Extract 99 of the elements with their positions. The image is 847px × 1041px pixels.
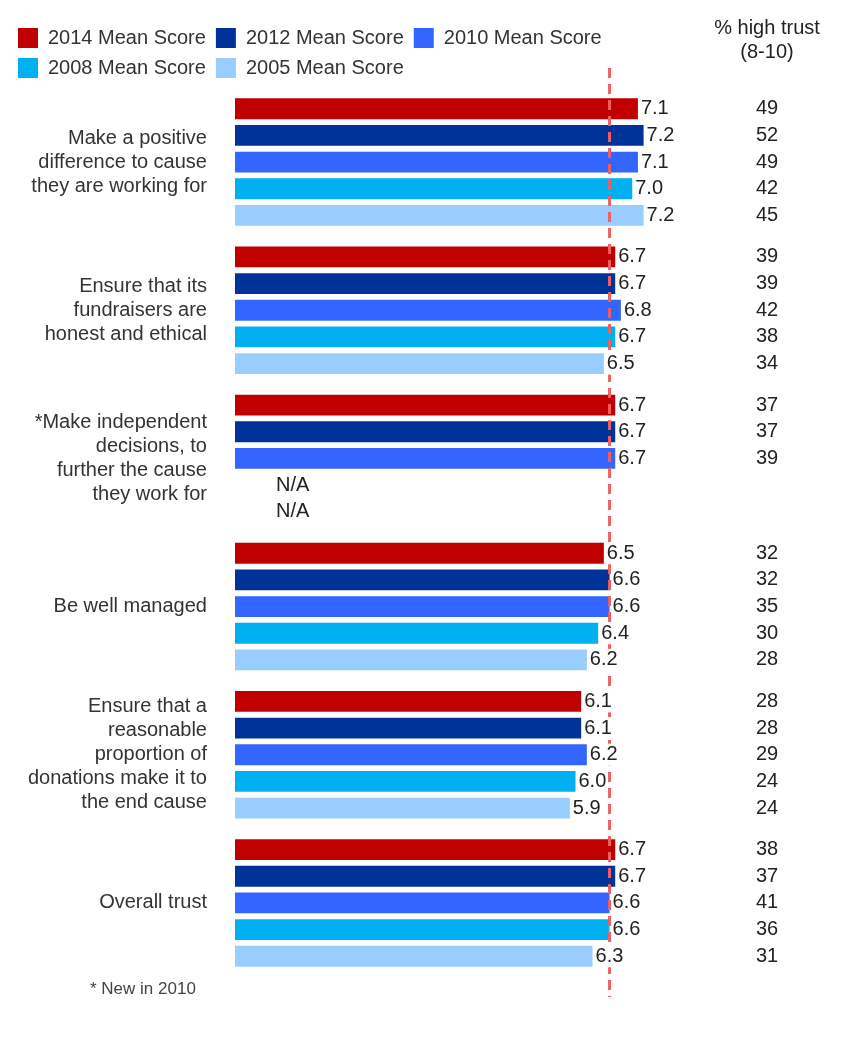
bar [234,246,616,268]
bar [234,421,616,443]
y-tick-label: Be well managed [53,594,207,617]
bar [234,691,582,712]
bar [234,797,570,819]
bar [234,945,593,967]
data-label: 5.9 [572,795,601,818]
text: 42 [755,297,779,320]
text: 38 [755,837,779,860]
bar [234,744,587,766]
text: * New in 2010 [90,978,196,998]
bar [234,892,610,914]
text: 45 [755,202,779,225]
data-label: 6.7 [618,271,647,294]
bar [234,151,638,173]
data-label: 7.1 [640,96,669,119]
y-tick-label: Ensure that a reasonable proportion of donations make it to the end cause [27,694,208,813]
text: 29 [755,742,779,765]
bar [234,326,616,348]
text: 34 [755,351,779,374]
bar [234,771,576,792]
text: 49 [755,149,779,172]
text: 38 [755,324,779,347]
data-label: 7.1 [640,149,669,172]
text: 35 [755,594,779,617]
data-label: 6.7 [618,419,647,442]
bar [234,98,638,120]
bar [234,865,616,887]
text: 24 [755,795,779,818]
data-label: 6.5 [606,351,635,374]
y-tick-label: *Make independent decisions, to further the cause they work for [34,409,208,504]
text: 37 [755,392,779,415]
text: 39 [755,445,779,468]
text: 37 [755,863,779,886]
legend-label: 2008 Mean Score [48,55,206,78]
data-label: 7.0 [635,176,664,199]
bar [234,717,582,739]
data-label: 6.7 [618,244,647,267]
bar [234,353,604,374]
text: 39 [755,271,779,294]
legend-label: 2012 Mean Score [245,25,404,48]
bar [234,394,616,416]
text: 30 [755,620,779,643]
text: 41 [755,890,779,913]
bar [234,919,610,940]
text: N/A [275,472,310,495]
text: 24 [755,768,779,791]
bar [234,205,644,226]
text: 37 [755,419,779,442]
legend-label: 2005 Mean Score [245,55,404,78]
text: 28 [755,715,779,738]
data-label: 6.6 [612,917,641,940]
data-label: 6.8 [623,297,652,320]
y-tick-label: Ensure that its fundraisers are honest and ethical [44,273,207,344]
data-label: 6.6 [612,890,641,913]
bar [234,448,616,469]
text: 32 [755,567,779,590]
text: 52 [755,122,779,145]
data-label: 6.7 [618,863,647,886]
text: 42 [755,176,779,199]
data-label: 6.7 [618,392,647,415]
y-tick-label: Overall trust [99,890,208,913]
data-label: 6.2 [589,742,618,765]
data-label: 7.2 [646,202,675,225]
legend-label: 2010 Mean Score [443,25,602,48]
data-label: 6.1 [584,715,612,738]
data-label: 6.3 [595,943,624,966]
bar [234,569,610,591]
legend-label: 2014 Mean Score [48,25,206,48]
bar [234,839,616,860]
bar [234,178,633,200]
text: N/A [275,499,310,522]
data-label: 6.0 [578,768,607,791]
data-label: 6.7 [618,324,647,347]
data-label: 6.7 [618,837,647,860]
text: 28 [755,688,779,711]
bar [234,649,587,671]
data-label: 6.2 [589,647,618,670]
text: 36 [755,917,779,940]
data-label: 6.6 [612,594,641,617]
y-tick-label: Make a positive difference to cause they are working for [31,125,208,196]
text: 32 [755,540,779,563]
data-label: 6.6 [612,567,641,590]
data-label: 6.5 [606,540,635,563]
bar [234,273,616,294]
text: 49 [755,96,779,119]
text: % high trust (8-10) [714,16,821,63]
data-label: 7.2 [646,122,675,145]
text: 31 [755,943,779,966]
data-label: 6.1 [584,688,612,711]
bar [234,542,604,564]
bar [234,622,599,644]
text: 28 [755,647,779,670]
text: 39 [755,244,779,267]
data-label: 6.4 [601,620,630,643]
bar [234,299,621,321]
data-label: 6.7 [618,445,647,468]
bar [234,125,644,146]
bar [234,596,610,617]
